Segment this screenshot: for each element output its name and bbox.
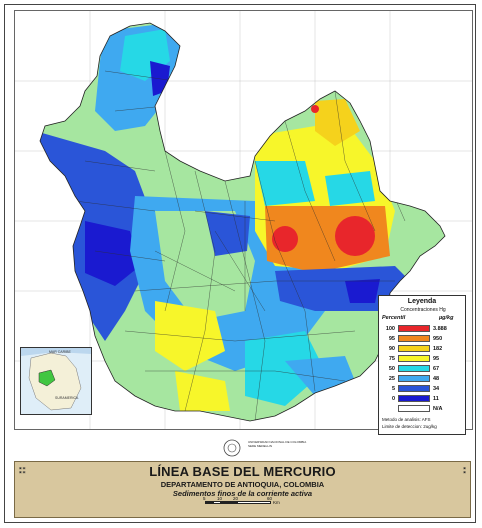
scale-unit: Km <box>273 500 280 505</box>
inset-sea-label: MAR CARIBE <box>49 350 71 354</box>
legend-swatch <box>398 365 430 372</box>
title-block: ▣ ▣ ▣ ▣ ▣ ▣ LÍNEA BASE DEL MERCURIO DEPART… <box>14 461 471 518</box>
legend-value: 67 <box>433 366 440 372</box>
legend-row: 0 11 <box>379 395 467 403</box>
zone-south-yellow-2 <box>175 371 230 411</box>
legend-row: 95 950 <box>379 335 467 343</box>
legend-row: 25 48 <box>379 375 467 383</box>
scale-tick-1: 10 <box>217 496 223 501</box>
zone-teal-2 <box>325 171 375 206</box>
scale-tick-3: 60 <box>267 496 273 501</box>
legend-percentile: 75 <box>388 356 395 362</box>
locator-svg <box>21 348 91 411</box>
university-seal-icon <box>223 439 241 457</box>
legend-swatch <box>398 375 430 382</box>
legend-detection: Limite de deteccion: 2ug/kg <box>382 424 437 429</box>
legend-subtitle: Concentraciones Hg <box>400 307 446 313</box>
legend-row: 5 34 <box>379 385 467 393</box>
legend-swatch <box>398 345 430 352</box>
hotspot-1 <box>272 226 298 252</box>
scale-tick-2: 20 <box>233 496 239 501</box>
institution-name: UNIVERSIDAD NACIONAL DE COLOMBIA <box>248 440 307 444</box>
legend-value: 95 <box>433 356 440 362</box>
footer-right-logos: ▣ ▣ <box>463 466 466 474</box>
legend-row: 100 3.888 <box>379 325 467 333</box>
zone-south-teal <box>245 331 325 406</box>
hotspot-2 <box>335 216 375 256</box>
legend-swatch <box>398 355 430 362</box>
legend-swatch <box>398 385 430 392</box>
map-subtitle: DEPARTAMENTO DE ANTIOQUIA, COLOMBIA <box>160 480 325 489</box>
mercury-concentration-map <box>15 11 472 429</box>
zone-center-blue <box>205 211 250 256</box>
zone-east-dark <box>345 279 380 303</box>
map-subtitle-2: Sedimentos finos de la corriente activa <box>172 489 313 498</box>
legend-swatch <box>398 325 430 332</box>
scale-tick-0: 5 <box>203 496 206 501</box>
legend: Leyenda Concentraciones Hg Percentil µg/… <box>378 295 466 435</box>
legend-method: Metodo de analisis: AFS <box>382 417 431 422</box>
institution-block: UNIVERSIDAD NACIONAL DE COLOMBIA SEDE ME… <box>248 440 307 448</box>
legend-value: 950 <box>433 336 443 342</box>
hotspot-3 <box>311 105 319 113</box>
legend-value: 34 <box>433 386 440 392</box>
legend-value: 182 <box>433 346 443 352</box>
legend-swatch <box>398 405 430 412</box>
legend-col-units: µg/kg <box>439 315 454 321</box>
zone-north-dark <box>150 61 170 96</box>
municipal-boundaries <box>74 70 406 421</box>
legend-row: 50 67 <box>379 365 467 373</box>
legend-percentile: 5 <box>391 386 395 392</box>
footer-left-logos: ▣ ▣ ▣ ▣ <box>19 466 26 474</box>
legend-swatch <box>398 395 430 402</box>
zone-north-tip <box>315 99 360 146</box>
institution-campus: SEDE MEDELLIN <box>248 443 273 448</box>
legend-col-percentile: Percentil <box>382 315 406 321</box>
zone-south-yellow <box>155 301 225 371</box>
legend-percentile: 25 <box>388 376 395 382</box>
legend-swatch <box>398 335 430 342</box>
zone-teal-1 <box>255 161 315 206</box>
legend-value: 48 <box>433 376 440 382</box>
legend-percentile: 100 <box>385 326 395 332</box>
inset-country-label: SURAMERICA <box>55 396 79 400</box>
legend-percentile: 95 <box>388 336 395 342</box>
legend-value: 3.888 <box>433 326 447 332</box>
legend-percentile: 0 <box>391 396 395 402</box>
legend-percentile: 90 <box>388 346 395 352</box>
legend-row: N/A <box>379 405 467 413</box>
map-title: LÍNEA BASE DEL MERCURIO <box>149 464 336 479</box>
map-frame <box>4 4 476 523</box>
locator-inset-map: MAR CARIBE SURAMERICA <box>20 347 92 415</box>
legend-value: 11 <box>433 396 439 402</box>
legend-row: 90 182 <box>379 345 467 353</box>
scale-bar <box>205 501 271 505</box>
legend-percentile: 50 <box>388 366 395 372</box>
legend-row: 75 95 <box>379 355 467 363</box>
legend-value: N/A <box>433 406 443 412</box>
antioquia-highlight <box>38 369 56 387</box>
legend-title: Leyenda <box>407 298 437 305</box>
